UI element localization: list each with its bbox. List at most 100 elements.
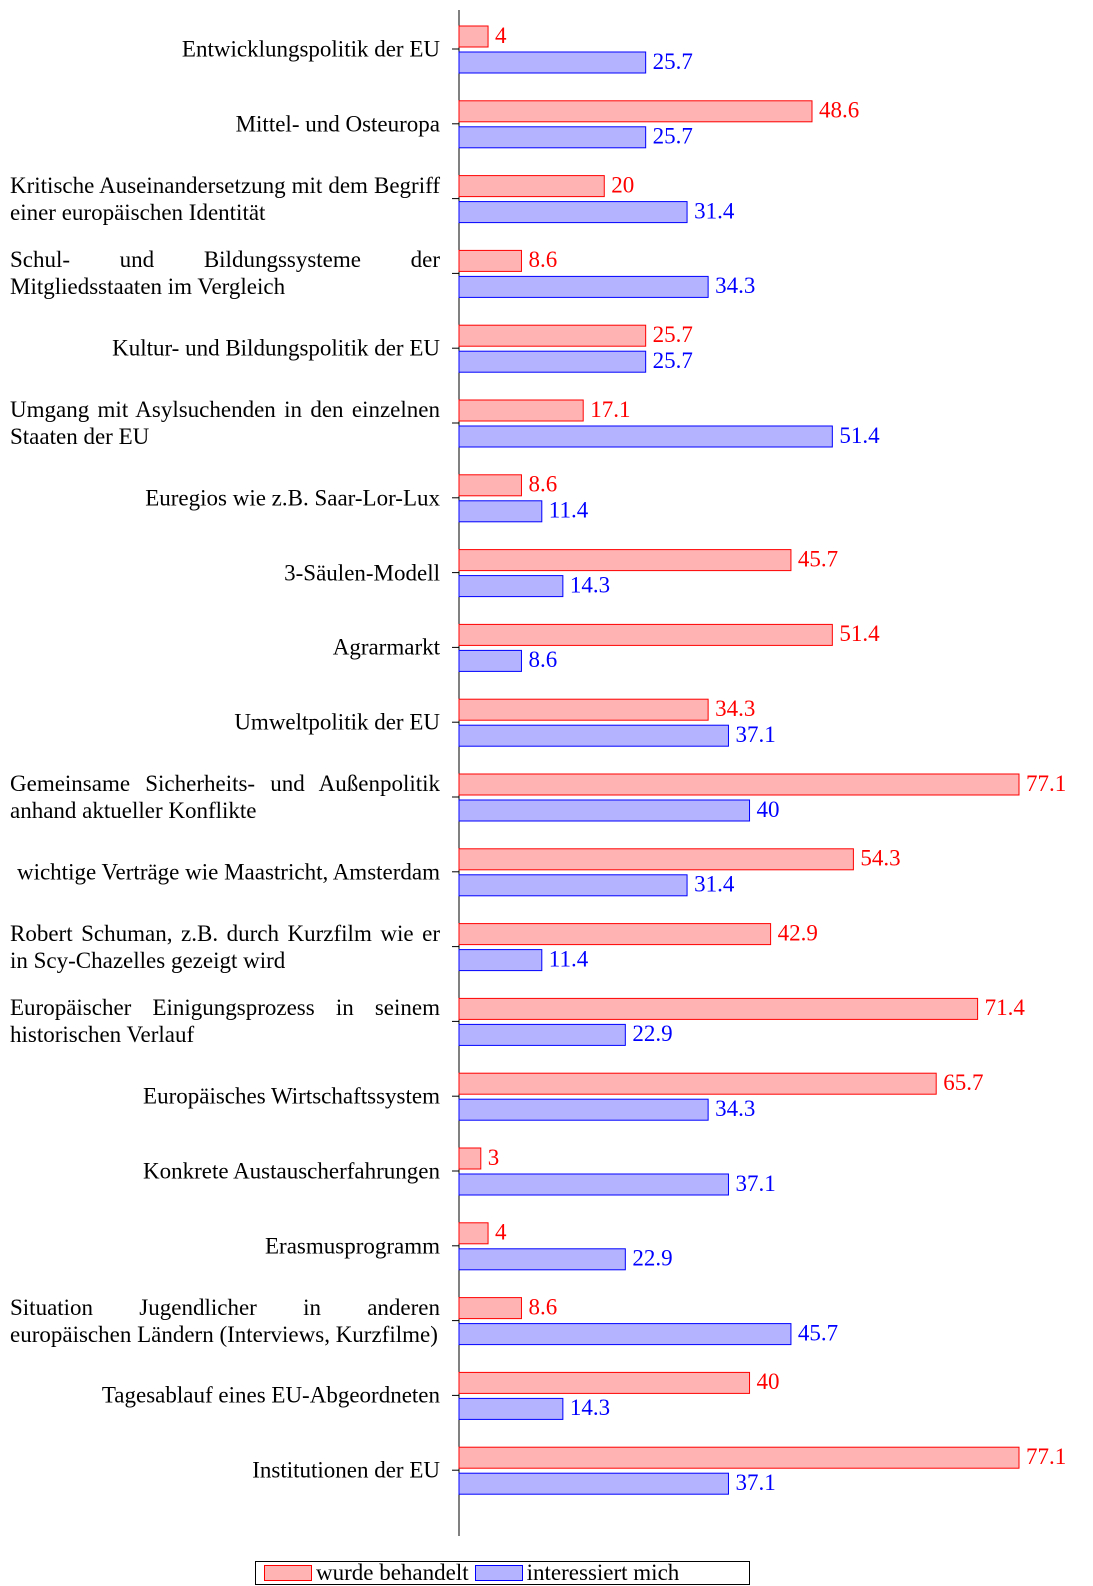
value-label: 65.7 [943, 1070, 983, 1095]
category-text: wichtige Verträge wie Maastricht, Amster… [16, 859, 440, 885]
category-label: Robert Schuman, z.B. durch Kurzfilm wie … [10, 920, 440, 974]
value-label: 22.9 [632, 1021, 672, 1046]
category-label: Umweltpolitik der EU [10, 709, 440, 736]
value-label: 25.7 [653, 322, 693, 347]
value-label: 11.4 [549, 498, 589, 523]
category-text: Tagesablauf eines EU-Abgeordneten [101, 1382, 440, 1408]
category-label: Europäischer Einigungsprozess in seinem … [10, 994, 440, 1048]
category-label: Gemeinsame Sicherheits- und Außenpolitik… [10, 770, 440, 824]
bar [458, 575, 564, 598]
category-text: Situation Jugendlicher in anderen europä… [10, 1294, 440, 1347]
value-label: 3 [488, 1145, 500, 1170]
bar [458, 249, 522, 272]
legend-label: interessiert mich [526, 1560, 680, 1585]
bar [458, 1222, 489, 1245]
category-text: Schul- und Bildungssysteme der Mitglieds… [10, 247, 440, 300]
value-label: 8.6 [528, 647, 557, 672]
category-text: Konkrete Austauscherfahrungen [143, 1158, 440, 1184]
bar [458, 399, 584, 422]
value-label: 77.1 [1026, 771, 1066, 796]
value-label: 22.9 [632, 1246, 672, 1271]
category-text: Erasmusprogramm [264, 1233, 440, 1259]
value-label: 40 [757, 797, 780, 822]
value-label: 14.3 [570, 1395, 610, 1420]
value-label: 14.3 [570, 572, 610, 597]
bar [458, 1397, 564, 1420]
value-label: 51.4 [839, 423, 880, 448]
value-label: 17.1 [590, 397, 630, 422]
value-label: 77.1 [1026, 1444, 1066, 1469]
value-label: 8.6 [528, 1294, 557, 1319]
category-label: Erasmusprogramm [10, 1232, 440, 1259]
bar [458, 1371, 751, 1394]
value-label: 4 [495, 23, 507, 48]
bar [458, 773, 1020, 796]
category-label: Mittel- und Osteuropa [10, 110, 440, 137]
value-label: 34.3 [715, 273, 755, 298]
value-label: 4 [495, 1220, 507, 1245]
category-label: Konkrete Austauscherfahrungen [10, 1158, 440, 1185]
bar [458, 874, 688, 897]
bar [458, 1173, 729, 1196]
value-label: 25.7 [653, 124, 693, 149]
value-label: 34.3 [715, 696, 755, 721]
bar [458, 474, 522, 497]
value-label: 37.1 [735, 1470, 775, 1495]
category-text: 3-Säulen-Modell [284, 560, 440, 586]
bar [458, 201, 688, 224]
bar [458, 1072, 937, 1095]
category-text: Kritische Auseinandersetzung mit dem Beg… [10, 172, 440, 225]
bar [458, 1297, 522, 1320]
category-label: wichtige Verträge wie Maastricht, Amster… [10, 858, 440, 885]
bar [458, 1472, 729, 1495]
bar [458, 724, 729, 747]
value-label: 37.1 [735, 1171, 775, 1196]
legend-label: wurde behandelt [316, 1560, 469, 1585]
bar [458, 175, 605, 198]
bar [458, 949, 543, 972]
legend-swatch [474, 1565, 523, 1581]
bar [458, 126, 647, 149]
bar [458, 500, 543, 523]
value-label: 45.7 [798, 546, 838, 571]
value-label: 40 [757, 1369, 780, 1394]
bar [458, 997, 979, 1020]
value-label: 42.9 [778, 920, 818, 945]
bar [458, 698, 709, 721]
category-label: Situation Jugendlicher in anderen europä… [10, 1294, 440, 1348]
category-label: Kritische Auseinandersetzung mit dem Beg… [10, 172, 440, 226]
category-label: Schul- und Bildungssysteme der Mitglieds… [10, 246, 440, 300]
category-label: Entwicklungspolitik der EU [10, 36, 440, 63]
category-text: Entwicklungspolitik der EU [181, 36, 440, 62]
bar [458, 1446, 1020, 1469]
bar [458, 1248, 626, 1271]
value-label: 48.6 [819, 98, 859, 123]
bar [458, 848, 854, 871]
bar [458, 923, 772, 946]
value-label: 8.6 [528, 472, 557, 497]
bar [458, 549, 792, 572]
category-text: Euregios wie z.B. Saar-Lor-Lux [145, 485, 440, 511]
value-label: 11.4 [549, 946, 589, 971]
value-label: 71.4 [985, 995, 1026, 1020]
value-label: 45.7 [798, 1320, 838, 1345]
value-label: 25.7 [653, 348, 693, 373]
bar [458, 649, 522, 672]
bar [458, 275, 709, 298]
category-text: Mittel- und Osteuropa [235, 111, 440, 137]
value-label: 8.6 [528, 247, 557, 272]
category-label: Euregios wie z.B. Saar-Lor-Lux [10, 484, 440, 511]
bar [458, 1147, 482, 1170]
bar [458, 623, 833, 646]
value-label: 31.4 [694, 872, 735, 897]
category-label: Institutionen der EU [10, 1457, 440, 1484]
category-label: 3-Säulen-Modell [10, 559, 440, 586]
legend-swatch [264, 1565, 312, 1581]
bar [458, 799, 751, 822]
value-label: 34.3 [715, 1096, 755, 1121]
value-label: 20 [611, 172, 634, 197]
category-label: Tagesablauf eines EU-Abgeordneten [10, 1382, 440, 1409]
category-label: Kultur- und Bildungspolitik der EU [10, 335, 440, 362]
